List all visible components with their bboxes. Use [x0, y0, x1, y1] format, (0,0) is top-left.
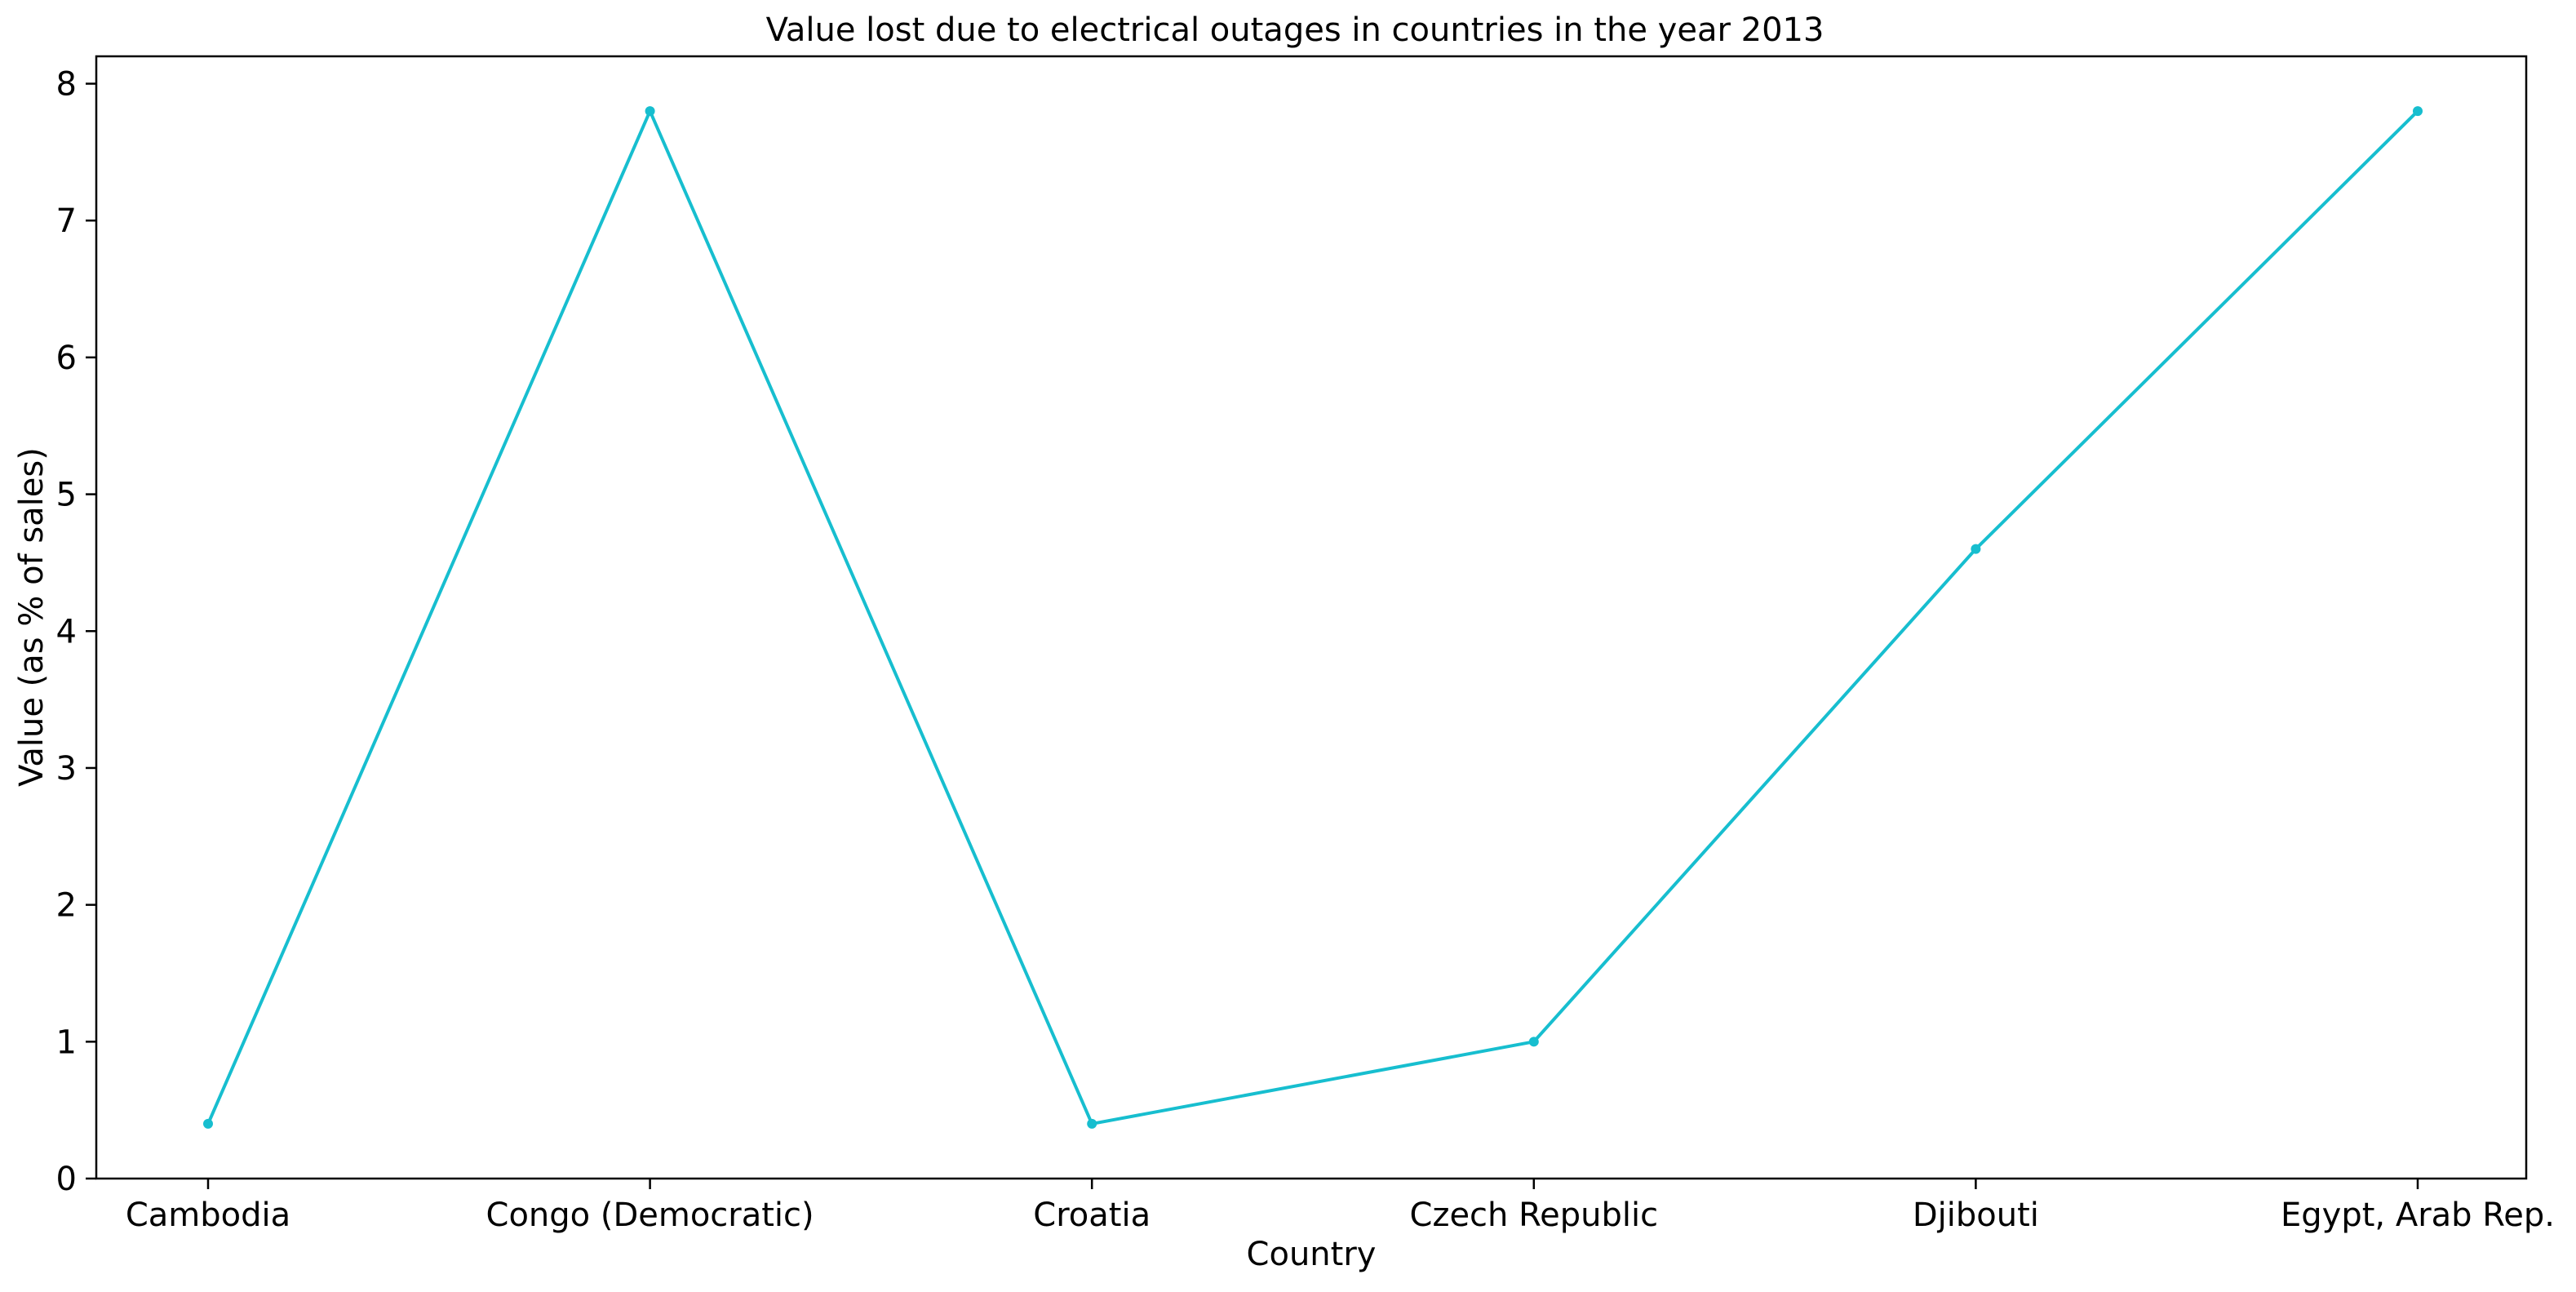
- plot-frame: [95, 55, 2528, 1180]
- plot-area: 0 1 2 3 4 5 6 7 8 Cambodia Congo (Democratic) Croat…: [56, 66, 2555, 1234]
- x-tick-label: Cambodia: [126, 1197, 290, 1234]
- data-point: [2413, 106, 2423, 117]
- y-tick-label: 2: [56, 887, 77, 925]
- data-point: [203, 1118, 213, 1129]
- y-tick-label: 6: [56, 340, 77, 377]
- x-tick-label: Croatia: [1033, 1197, 1151, 1234]
- y-tick-label: 4: [56, 613, 77, 650]
- data-point: [1528, 1037, 1539, 1047]
- data-point: [1971, 544, 1981, 554]
- y-tick-label: 8: [56, 66, 77, 104]
- data-point: [1087, 1118, 1097, 1129]
- y-tick-label: 5: [56, 477, 77, 514]
- x-tick-label: Egypt, Arab Rep.: [2281, 1197, 2555, 1234]
- y-tick-label: 7: [56, 202, 77, 240]
- x-tick-label: Congo (Democratic): [486, 1197, 814, 1234]
- y-tick-label: 1: [56, 1023, 77, 1061]
- x-axis-label: Country: [1247, 1236, 1377, 1273]
- y-tick-label: 3: [56, 750, 77, 788]
- x-tick-label: Djibouti: [1913, 1197, 2039, 1234]
- y-tick-label: 0: [56, 1161, 77, 1198]
- series-line: [206, 107, 2419, 1126]
- data-point: [645, 106, 655, 117]
- y-axis-label: Value (as % of sales): [13, 447, 51, 787]
- chart-title: Value lost due to electrical outages in …: [766, 11, 1824, 49]
- x-tick-label: Czech Republic: [1410, 1197, 1659, 1234]
